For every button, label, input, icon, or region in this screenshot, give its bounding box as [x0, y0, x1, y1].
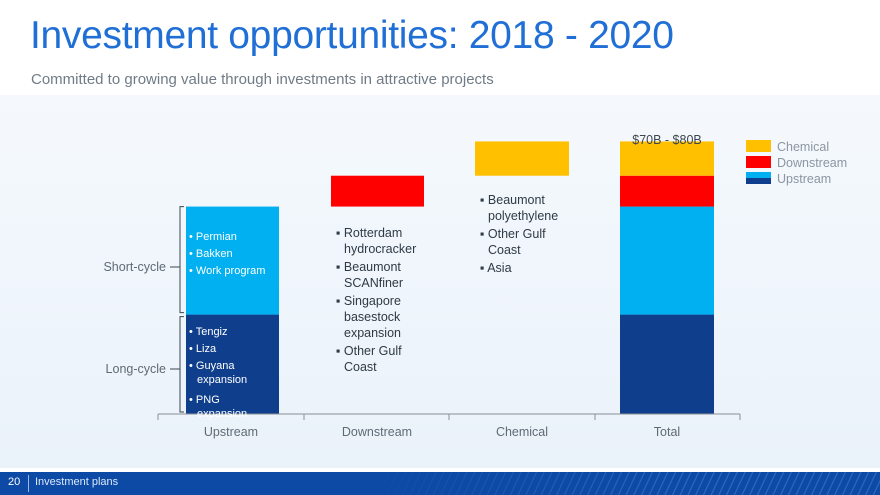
long-cycle-bracket	[179, 316, 184, 413]
legend-label: Downstream	[777, 156, 847, 170]
bar-total-upstream-short	[620, 206, 714, 315]
short-cycle-label: Short-cycle	[103, 260, 166, 274]
upstream-long-annotation: • Guyana expansion	[189, 360, 247, 386]
chemical-annotation: ▪ Other Gulf Coast	[480, 227, 546, 257]
legend-swatch-upstream	[746, 178, 771, 184]
legend-swatch	[746, 140, 771, 152]
upstream-long-annotation: • PNG expansion	[189, 394, 247, 420]
upstream-short-annotation: • Work program	[189, 265, 265, 277]
total-value-label: $70B - $80B	[632, 133, 702, 147]
slide-title: Investment opportunities: 2018 - 2020	[30, 14, 674, 57]
legend-swatch-upstream	[746, 172, 771, 178]
downstream-annotation: ▪ Other Gulf Coast	[336, 344, 402, 374]
x-tick-label: Chemical	[496, 425, 548, 439]
slide-subtitle: Committed to growing value through inves…	[31, 71, 494, 88]
downstream-annotation: ▪ Rotterdam hydrocracker	[336, 226, 416, 256]
section-name: Investment plans	[35, 476, 119, 488]
investment-chart: Upstream Downstream Chemical Total $70B - $8…	[103, 133, 847, 439]
upstream-short-annotation: • Permian	[189, 231, 237, 243]
chemical-annotation: ▪ Asia	[480, 261, 512, 275]
bar-downstream	[331, 175, 424, 207]
footer-divider	[28, 475, 29, 492]
bar-upstream-long-cycle	[186, 314, 279, 414]
bar-upstream-short-cycle	[186, 206, 279, 315]
bar-total-chemical	[620, 141, 714, 176]
upstream-long-annotation: • Liza	[189, 343, 217, 355]
legend-label: Upstream	[777, 172, 831, 186]
footer-bar: 20 Investment plans	[0, 472, 880, 495]
x-tick-label: Total	[654, 425, 680, 439]
chemical-annotation: ▪ Beaumont polyethylene	[480, 193, 558, 223]
upstream-long-annotation: • Tengiz	[189, 326, 228, 338]
downstream-annotation: ▪ Beaumont SCANfiner	[336, 260, 403, 290]
legend-swatch	[746, 156, 771, 168]
upstream-short-annotation: • Bakken	[189, 248, 233, 260]
short-cycle-bracket	[179, 206, 184, 314]
bar-total-downstream	[620, 175, 714, 207]
legend-label: Chemical	[777, 140, 829, 154]
long-cycle-label: Long-cycle	[106, 362, 166, 376]
footer-pattern	[360, 472, 880, 495]
x-tick-label: Downstream	[342, 425, 412, 439]
chart-panel	[0, 95, 880, 468]
bar-total-upstream-long	[620, 314, 714, 414]
bar-chemical	[475, 141, 569, 176]
page-number: 20	[8, 476, 21, 488]
x-tick-label: Upstream	[204, 425, 258, 439]
downstream-annotation: ▪ Singapore basestock expansion	[336, 294, 401, 340]
